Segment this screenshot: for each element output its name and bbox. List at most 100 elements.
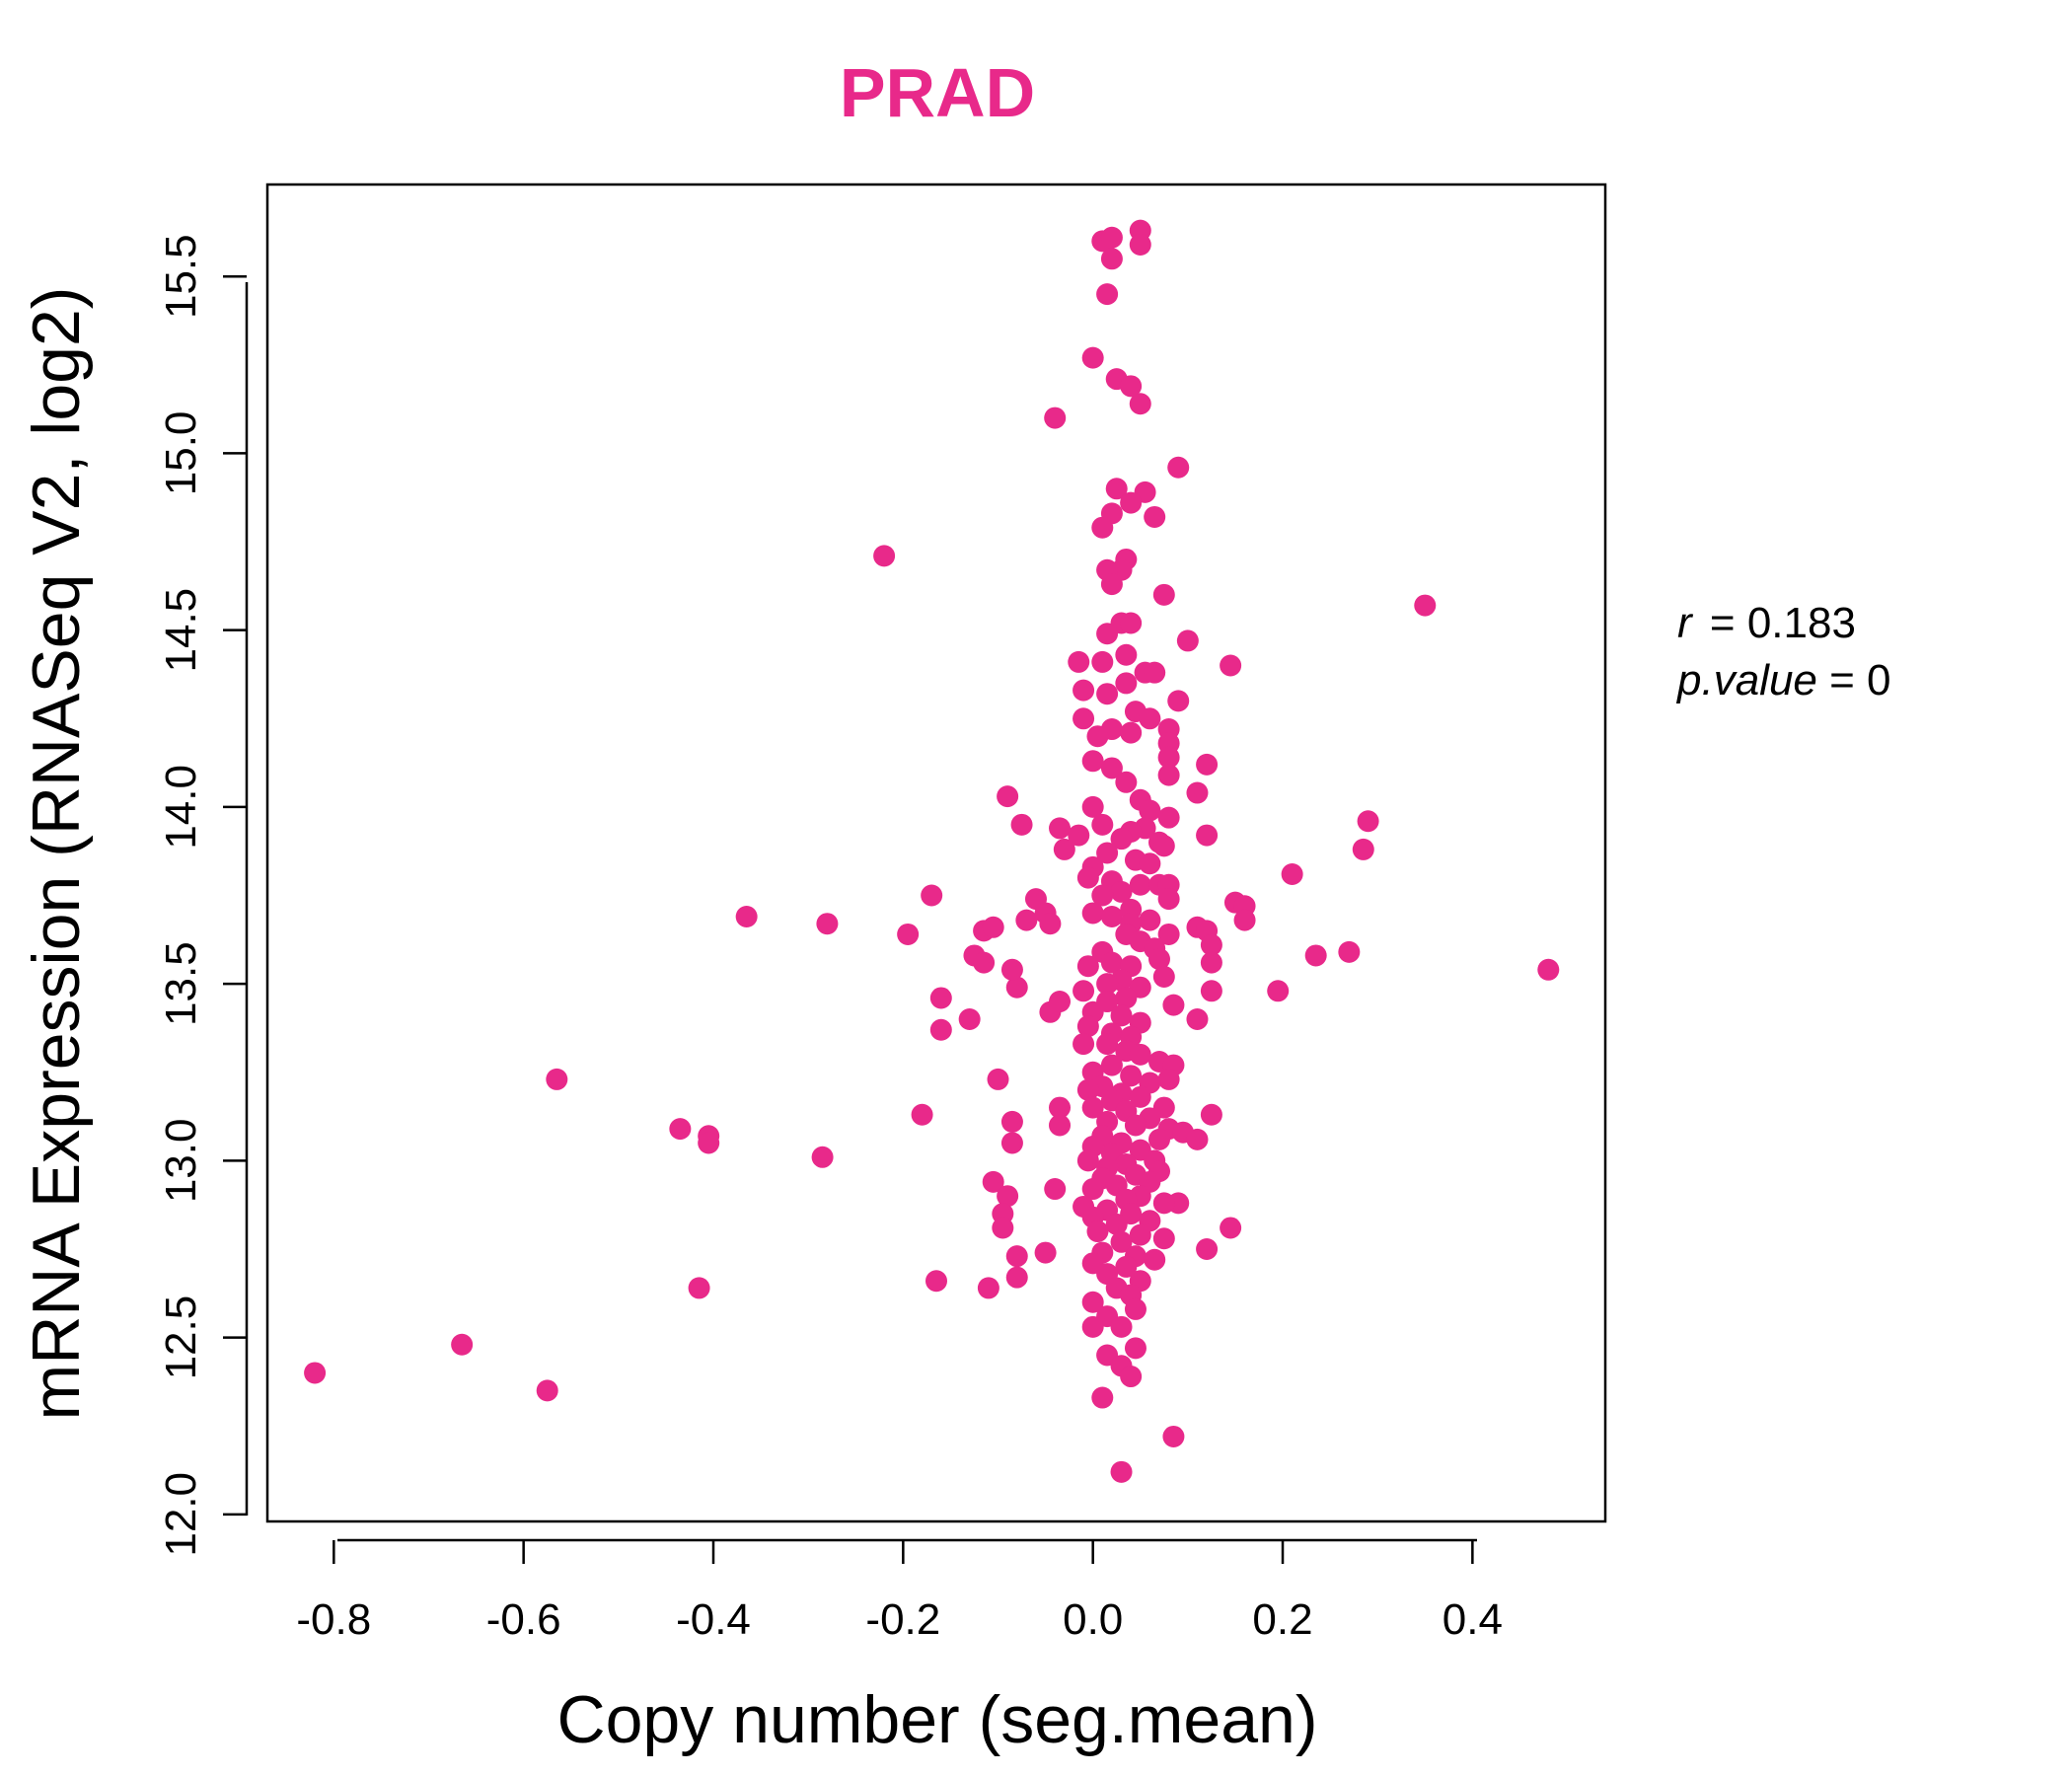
data-point [1186, 1128, 1209, 1150]
y-axis: 12.0 12.5 13.0 13.5 14.0 14.5 15.0 15.5 [157, 234, 249, 1557]
data-point [1120, 721, 1143, 744]
data-point [1115, 672, 1138, 695]
data-point [698, 1132, 720, 1154]
data-point [1120, 612, 1143, 634]
data-point [1120, 491, 1143, 514]
x-axis-title: Copy number (seg.mean) [556, 1682, 1317, 1757]
data-point [1414, 594, 1437, 617]
data-point [1167, 690, 1190, 712]
data-point [1015, 909, 1038, 931]
data-point [1039, 913, 1062, 935]
data-point [925, 1270, 947, 1293]
data-point [811, 1146, 834, 1168]
data-point [1139, 909, 1161, 931]
data-point [1049, 1096, 1072, 1119]
x-axis: -0.8 -0.6 -0.4 -0.2 0.0 0.2 0.4 [296, 1538, 1503, 1644]
data-point [1034, 1241, 1057, 1264]
data-point [1157, 764, 1180, 786]
data-point [1120, 375, 1143, 398]
data-point [1129, 873, 1151, 896]
data-point [1152, 1192, 1175, 1215]
data-point [1200, 933, 1222, 956]
data-point [1267, 980, 1290, 1002]
data-point [1148, 1128, 1170, 1150]
y-tick-label: 14.5 [157, 588, 205, 673]
p-value-number: 0 [1867, 656, 1890, 704]
data-point [1157, 746, 1180, 769]
x-tick-label: 0.2 [1252, 1595, 1312, 1644]
x-tick-label: -0.4 [676, 1595, 751, 1644]
data-point [1129, 1085, 1151, 1108]
data-point [1086, 1221, 1109, 1243]
p-label: p.value [1675, 656, 1817, 704]
plot-frame [265, 183, 1607, 1523]
data-point [1100, 906, 1123, 928]
data-point [1152, 965, 1175, 988]
data-point [1196, 753, 1219, 776]
data-point [1053, 838, 1075, 860]
data-point [1000, 1132, 1023, 1154]
data-point [1096, 623, 1119, 645]
data-point [1110, 1004, 1133, 1027]
data-point [1144, 505, 1166, 528]
data-point [304, 1362, 327, 1384]
data-point [1105, 1213, 1128, 1235]
data-point [546, 1068, 568, 1090]
data-point [1200, 951, 1222, 974]
data-point [1076, 1149, 1099, 1172]
data-point [1304, 944, 1327, 967]
y-tick-label: 12.5 [157, 1295, 205, 1380]
data-point [1129, 1223, 1151, 1246]
data-point [1100, 248, 1123, 270]
data-point [997, 785, 1019, 808]
data-point [1096, 283, 1119, 306]
data-point [1144, 1248, 1166, 1271]
r-value: 0.183 [1747, 599, 1856, 647]
data-point [1157, 888, 1180, 911]
data-point [992, 1217, 1014, 1239]
data-point [1049, 817, 1072, 840]
data-point [1186, 781, 1209, 804]
data-point [735, 906, 758, 928]
y-tick-label: 14.0 [157, 765, 205, 850]
data-point [1120, 1366, 1143, 1388]
data-point [1115, 643, 1138, 666]
data-point [973, 951, 996, 974]
data-point [1005, 976, 1028, 999]
data-point [816, 913, 839, 935]
data-point [921, 884, 943, 907]
data-point [1005, 1245, 1028, 1268]
data-point [1233, 909, 1256, 931]
data-point [1096, 1033, 1119, 1056]
data-point [1091, 650, 1114, 673]
data-point [1139, 707, 1161, 730]
data-point [536, 1379, 558, 1402]
data-point [1091, 813, 1114, 836]
data-point [1124, 1337, 1147, 1360]
data-point [1176, 629, 1199, 652]
data-point [1144, 661, 1166, 684]
data-point [1157, 1068, 1180, 1090]
data-point [1162, 994, 1185, 1016]
data-point [1110, 1315, 1133, 1338]
data-point [1186, 1007, 1209, 1030]
x-tick-label: 0.0 [1063, 1595, 1123, 1644]
data-point [1139, 799, 1161, 822]
data-point [1073, 980, 1095, 1002]
data-point [1100, 1054, 1123, 1076]
data-point [1281, 863, 1303, 886]
data-point [1081, 1096, 1104, 1119]
data-point [977, 1277, 999, 1299]
data-point [1196, 824, 1219, 847]
y-tick-label: 13.0 [157, 1119, 205, 1204]
data-point [1076, 1078, 1099, 1101]
data-point [1049, 1114, 1072, 1137]
data-point [1081, 902, 1104, 925]
correlation-r: r = 0.183 [1677, 599, 1856, 647]
data-point [1086, 725, 1109, 748]
data-points [304, 219, 1560, 1483]
data-point [688, 1277, 710, 1299]
data-point [1105, 478, 1128, 500]
y-tick-label: 15.0 [157, 411, 205, 496]
